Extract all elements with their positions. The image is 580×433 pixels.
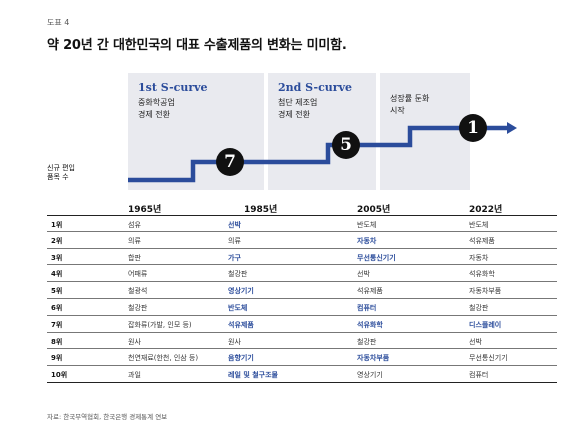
product-cell: 자동차부품 xyxy=(469,287,502,296)
product-cell: 천연재료(한천, 인삼 등) xyxy=(128,354,199,363)
rank-cell: 7위 xyxy=(51,320,63,329)
new-product-cell: 자동차 xyxy=(357,236,377,245)
rank-cell: 8위 xyxy=(51,337,63,346)
product-cell: 철광석 xyxy=(128,287,148,296)
new-product-cell: 자동차부품 xyxy=(357,354,390,363)
new-product-cell: 디스플레이 xyxy=(469,320,502,329)
product-cell: 철강판 xyxy=(469,303,489,312)
page-title: 약 20년 간 대한민국의 대표 수출제품의 변화는 미미함. xyxy=(47,38,347,53)
product-cell: 철강판 xyxy=(228,270,248,279)
rank-cell: 1위 xyxy=(51,221,63,229)
product-cell: 의류 xyxy=(228,236,241,245)
product-cell: 석유제품 xyxy=(357,287,383,296)
curve-panel-line: 중화학공업 xyxy=(138,98,175,107)
curve-panel-2: 2nd S-curve 첨단 제조업 경제 전환 xyxy=(268,73,376,190)
rank-cell: 2위 xyxy=(51,236,63,245)
rank-cell: 9위 xyxy=(51,354,63,363)
product-cell: 잡화류(가발, 인모 등) xyxy=(128,320,192,329)
table-row: 2위 의류 의류 자동차 석유제품 xyxy=(47,232,557,249)
curve-panel-line: 첨단 제조업 xyxy=(278,98,318,107)
new-product-cell: 석유제품 xyxy=(228,320,254,329)
product-cell: 영상기기 xyxy=(357,371,383,380)
curve-panel-line: 성장률 둔화 xyxy=(390,94,430,103)
year-header: 1985년 xyxy=(244,205,278,215)
new-product-cell: 가구 xyxy=(228,253,241,262)
product-cell: 선박 xyxy=(469,337,482,346)
curve-panel-line: 경제 전환 xyxy=(138,110,170,119)
rank-cell: 6위 xyxy=(51,303,63,312)
product-cell: 원사 xyxy=(228,337,241,346)
product-cell: 반도체 xyxy=(469,221,489,229)
new-product-cell: 석유화학 xyxy=(357,320,383,329)
product-cell: 컴퓨터 xyxy=(469,371,489,380)
product-cell: 원사 xyxy=(128,337,141,346)
curve-panel-heading: 1st S-curve xyxy=(138,81,208,94)
new-product-cell: 선박 xyxy=(228,221,241,229)
new-product-cell: 레일 및 철구조물 xyxy=(228,371,278,380)
rank-cell: 10위 xyxy=(51,371,68,380)
table-row: 6위 철강판 반도체 컴퓨터 철강판 xyxy=(47,299,557,316)
curve-panel-line: 경제 전환 xyxy=(278,110,310,119)
product-cell: 석유화학 xyxy=(469,270,495,279)
product-cell: 무선통신기기 xyxy=(469,354,508,363)
product-cell: 과일 xyxy=(128,371,141,380)
rank-cell: 4위 xyxy=(51,270,63,279)
new-items-label: 신규 편입 품목 수 xyxy=(47,164,75,181)
table-header: 1965년 1985년 2005년 2022년 xyxy=(47,200,557,215)
table-row: 3위 합판 가구 무선통신기기 자동차 xyxy=(47,249,557,266)
rank-cell: 3위 xyxy=(51,253,63,262)
figure-label: 도표 4 xyxy=(47,18,70,27)
curve-panel-heading: 2nd S-curve xyxy=(278,81,352,94)
table-row: 8위 원사 원사 철강판 선박 xyxy=(47,333,557,350)
new-product-cell: 컴퓨터 xyxy=(357,303,377,312)
product-cell: 섬유 xyxy=(128,221,141,229)
rank-circle-2005-2022: 1 xyxy=(459,114,487,142)
new-product-cell: 무선통신기기 xyxy=(357,253,396,262)
rank-circle-1985-2005: 5 xyxy=(332,131,360,159)
product-cell: 철강판 xyxy=(357,337,377,346)
table-row: 10위 과일 레일 및 철구조물 영상기기 컴퓨터 xyxy=(47,366,557,383)
rank-circle-1965-1985: 7 xyxy=(216,148,244,176)
new-product-cell: 영상기기 xyxy=(228,287,254,296)
curve-panel-3: 성장률 둔화 시작 xyxy=(380,73,470,190)
product-cell: 어패류 xyxy=(128,270,148,279)
table-row: 4위 어패류 철강판 선박 석유화학 xyxy=(47,265,557,283)
year-header: 1965년 xyxy=(128,205,162,215)
curve-panel-line: 시작 xyxy=(390,106,405,115)
product-cell: 선박 xyxy=(357,270,370,279)
year-header: 2022년 xyxy=(469,205,503,215)
new-product-cell: 음향기기 xyxy=(228,354,254,363)
product-cell: 철강판 xyxy=(128,303,148,312)
rank-cell: 5위 xyxy=(51,287,63,296)
product-cell: 자동차 xyxy=(469,253,489,262)
year-header: 2005년 xyxy=(357,205,391,215)
product-cell: 석유제품 xyxy=(469,236,495,245)
table-row: 9위 천연재료(한천, 인삼 등) 음향기기 자동차부품 무선통신기기 xyxy=(47,349,557,367)
product-cell: 반도체 xyxy=(357,221,377,229)
table-row: 5위 철광석 영상기기 석유제품 자동차부품 xyxy=(47,282,557,299)
export-products-table: 1965년 1985년 2005년 2022년 1위 섬유 선박 반도체 반도체 2위 의류… xyxy=(47,200,557,383)
curve-panel-1: 1st S-curve 중화학공업 경제 전환 xyxy=(128,73,264,190)
table-row: 7위 잡화류(가발, 인모 등) 석유제품 석유화학 디스플레이 xyxy=(47,316,557,333)
product-cell: 합판 xyxy=(128,253,141,262)
source-note: 자료: 한국무역협회, 한국은행 경제통계 연보 xyxy=(47,413,168,421)
table-row: 1위 섬유 선박 반도체 반도체 xyxy=(47,215,557,232)
new-product-cell: 반도체 xyxy=(228,303,248,312)
product-cell: 의류 xyxy=(128,236,141,245)
